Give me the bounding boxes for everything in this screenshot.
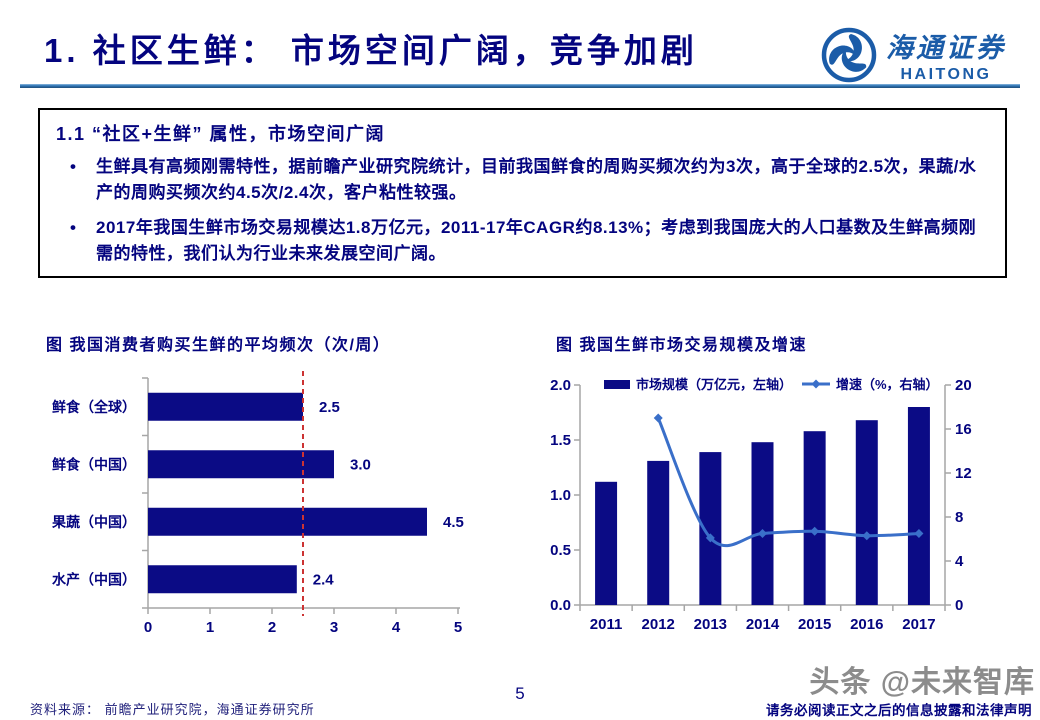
left-tick-label: 1.0 xyxy=(550,487,571,504)
x-tick-label: 2017 xyxy=(902,616,935,633)
legend-bar-swatch xyxy=(604,380,630,389)
page-number: 5 xyxy=(515,684,525,703)
x-tick-label: 2016 xyxy=(850,616,883,633)
bar xyxy=(148,507,427,536)
right-tick-label: 0 xyxy=(955,597,963,614)
left-tick-label: 0.0 xyxy=(550,597,571,614)
x-tick-label: 1 xyxy=(206,619,214,636)
watermark: 头条 @未来智库 xyxy=(809,666,1035,699)
right-chart-title: 图 我国生鲜市场交易规模及增速 xyxy=(556,337,807,354)
disclaimer: 请务必阅读正文之后的信息披露和法律声明 xyxy=(766,703,1032,718)
left-chart-title: 图 我国消费者购买生鲜的平均频次（次/周） xyxy=(46,337,391,354)
bar xyxy=(855,420,878,605)
bar xyxy=(148,450,334,479)
x-tick-label: 5 xyxy=(454,619,462,636)
bar xyxy=(595,481,618,605)
logo-cn-text: 海通证券 xyxy=(886,33,1006,63)
bar xyxy=(148,392,303,421)
line-marker xyxy=(810,526,820,536)
category-label: 水产（中国） xyxy=(52,571,136,587)
line-marker xyxy=(653,413,663,423)
logo-en-text: HAITONG xyxy=(900,66,992,83)
growth-line xyxy=(656,416,921,548)
header-divider xyxy=(20,84,1020,88)
category-label: 鲜食（中国） xyxy=(52,456,136,472)
right-tick-label: 20 xyxy=(955,377,972,394)
bullet-item: 2017年我国生鲜市场交易规模达1.8万亿元，2011-17年CAGR约8.13… xyxy=(54,215,991,267)
bar xyxy=(907,407,930,605)
value-label: 2.4 xyxy=(313,571,335,588)
left-tick-label: 1.5 xyxy=(550,432,571,449)
bar xyxy=(803,431,826,605)
value-label: 4.5 xyxy=(443,514,464,531)
x-tick-label: 2015 xyxy=(798,616,831,633)
value-label: 3.0 xyxy=(350,456,371,473)
line-marker xyxy=(705,533,715,543)
logo-text: 海通证券 HAITONG xyxy=(886,26,1006,84)
x-tick-label: 4 xyxy=(392,619,401,636)
x-tick-label: 2 xyxy=(268,619,276,636)
category-label: 鲜食（全球） xyxy=(52,399,136,415)
line-marker xyxy=(758,529,767,538)
right-tick-label: 12 xyxy=(955,465,972,482)
category-label: 果蔬（中国） xyxy=(51,514,136,530)
haitong-logo-icon xyxy=(821,27,877,83)
left-tick-label: 2.0 xyxy=(550,377,571,394)
summary-box: 1.1 “社区+生鲜” 属性，市场空间广阔 生鲜具有高频刚需特性，据前瞻产业研究… xyxy=(38,108,1007,278)
bar xyxy=(751,442,774,605)
bar xyxy=(148,565,297,594)
x-tick-label: 2012 xyxy=(642,616,675,633)
line-marker xyxy=(914,529,924,538)
legend-line-marker xyxy=(811,379,821,389)
section-heading: 1.1 “社区+生鲜” 属性，市场空间广阔 xyxy=(56,124,386,144)
bullet-text: 2017年我国生鲜市场交易规模达1.8万亿元，2011-17年CAGR约8.13… xyxy=(96,218,977,263)
left-tick-label: 0.5 xyxy=(550,542,571,559)
legend-line-label: 增速（%，右轴） xyxy=(836,377,939,392)
x-tick-label: 2014 xyxy=(746,616,780,633)
line-marker xyxy=(862,531,872,541)
legend-bar-label: 市场规模（万亿元，左轴） xyxy=(636,377,792,392)
source-note: 资料来源： 前瞻产业研究院，海通证券研究所 xyxy=(30,702,315,717)
x-tick-label: 2013 xyxy=(694,616,727,633)
bar xyxy=(699,452,722,605)
bar xyxy=(647,460,670,605)
right-tick-label: 8 xyxy=(955,509,963,526)
avg-purchase-frequency-chart: 0 1 2 3 4 5 鲜食（全球） 2.5 鲜食（中国） 3.0 果蔬（中国） 4.5 水产（中国） 2… xyxy=(51,371,464,636)
right-tick-label: 16 xyxy=(955,421,972,438)
bullet-item: 生鲜具有高频刚需特性，据前瞻产业研究院统计，目前我国鲜食的周购买频次约为3次，高… xyxy=(54,154,991,206)
bullet-text: 生鲜具有高频刚需特性，据前瞻产业研究院统计，目前我国鲜食的周购买频次约为3次，高… xyxy=(96,157,977,202)
haitong-logo: 海通证券 HAITONG xyxy=(820,26,1006,84)
x-tick-label: 2011 xyxy=(590,616,623,633)
page-title: 1. 社区生鲜： 市场空间广阔，竞争加剧 xyxy=(44,32,698,69)
right-tick-label: 4 xyxy=(955,553,964,570)
value-label: 2.5 xyxy=(319,399,340,416)
x-tick-label: 3 xyxy=(330,619,338,636)
market-size-growth-chart: 0.0 0.5 1.0 1.5 2.0 0 4 8 12 16 20 2011 2012 2013 2014… xyxy=(550,377,972,633)
x-tick-label: 0 xyxy=(144,619,152,636)
